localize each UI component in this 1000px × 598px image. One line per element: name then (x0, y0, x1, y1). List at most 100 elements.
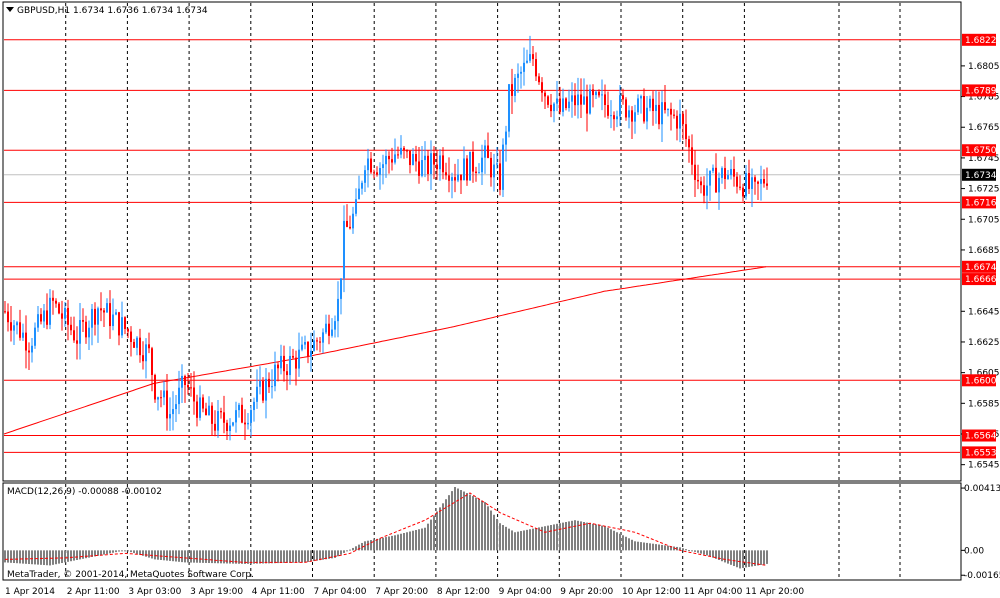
candle-body (715, 167, 717, 193)
candle-body (712, 167, 714, 171)
candle-body (121, 317, 123, 336)
dropdown-triangle-icon[interactable] (6, 7, 14, 12)
macd-bar (394, 535, 396, 551)
candle-body (403, 147, 405, 151)
macd-bar (418, 529, 420, 551)
candle-body (505, 131, 507, 145)
candle-body (259, 381, 261, 387)
candle-body (382, 164, 384, 168)
y-tick-label: 1.6745 (968, 154, 1000, 164)
candle-body (376, 172, 378, 175)
candle-body (688, 139, 690, 148)
candle-body (220, 411, 222, 413)
candle-body (193, 387, 195, 402)
candle-body (445, 172, 447, 176)
macd-bar (736, 550, 738, 568)
candle-body (706, 185, 708, 196)
candle-body (358, 188, 360, 200)
macd-bar (514, 532, 516, 551)
candle-body (700, 181, 702, 186)
macd-bar (685, 549, 687, 551)
candle-body (628, 110, 630, 118)
candle-body (457, 174, 459, 181)
macd-bar (472, 496, 474, 551)
macd-bar (220, 550, 222, 564)
candle-body (190, 387, 192, 389)
macd-bar (22, 550, 24, 564)
macd-bar (640, 542, 642, 551)
macd-bar (460, 490, 462, 551)
macd-bar (655, 544, 657, 551)
macd-bar (331, 550, 333, 559)
candle-body (7, 311, 9, 323)
macd-bar (487, 506, 489, 551)
macd-bar (241, 550, 243, 564)
candle-body (619, 95, 621, 117)
macd-bar (73, 550, 75, 561)
macd-bar (265, 550, 267, 564)
candle-body (85, 321, 87, 338)
candle-body (739, 186, 741, 188)
macd-indicator (4, 487, 768, 569)
candle-body (298, 349, 300, 369)
macd-bar (55, 550, 57, 565)
macd-bar (61, 550, 63, 564)
candle-body (424, 155, 426, 161)
candle-body (721, 168, 723, 178)
candle-body (544, 92, 546, 97)
macd-bar (178, 550, 180, 562)
macd-bar (559, 523, 561, 551)
macd-bar (637, 541, 639, 551)
candle-body (415, 154, 417, 162)
candles (4, 35, 768, 441)
macd-bar (361, 542, 363, 551)
moving-average (3, 266, 767, 435)
macd-bar (115, 550, 117, 553)
candle-body (196, 401, 198, 418)
candle-body (289, 355, 291, 376)
macd-bar (598, 525, 600, 551)
macd-bar (196, 550, 198, 563)
macd-bar (490, 510, 492, 551)
current-price-tag (962, 168, 996, 181)
macd-bar (766, 550, 768, 564)
candle-body (697, 179, 699, 182)
macd-bar (400, 533, 402, 551)
macd-bar (415, 529, 417, 551)
macd-bar (502, 525, 504, 551)
candle-body (214, 423, 216, 431)
candle-body (529, 54, 531, 61)
macd-bar (298, 550, 300, 563)
macd-bar (520, 531, 522, 551)
y-tick-label: 1.6585 (968, 399, 1000, 409)
macd-bar (739, 550, 741, 569)
macd-bar (553, 524, 555, 551)
macd-bar (28, 550, 30, 565)
candle-body (70, 324, 72, 331)
macd-bar (64, 550, 66, 563)
macd-bar (46, 550, 48, 566)
y-tick-label: 1.6765 (968, 123, 1000, 133)
candle-body (595, 91, 597, 96)
candle-body (37, 314, 39, 328)
candle-body (34, 327, 36, 346)
macd-bar (454, 487, 456, 551)
candle-body (433, 153, 435, 165)
macd-bar (34, 550, 36, 565)
candle-body (349, 226, 351, 229)
macd-bar (430, 519, 432, 551)
macd-bar (721, 550, 723, 562)
macd-bar (316, 550, 318, 561)
macd-bar (70, 550, 72, 562)
level-tags: 1.6822 1.6789 1.6750 1.6716 1.6674 1.6666 1.66… (962, 33, 997, 459)
candle-body (490, 157, 492, 178)
macd-bar (730, 550, 732, 565)
macd-bar (193, 550, 195, 563)
macd-bar (592, 523, 594, 551)
macd-bar (475, 497, 477, 551)
candle-body (439, 155, 441, 170)
level-tag-label: 1.6553 (965, 448, 997, 458)
macd-bar (337, 550, 339, 557)
macd-bar (682, 548, 684, 551)
macd-bar (508, 528, 510, 551)
